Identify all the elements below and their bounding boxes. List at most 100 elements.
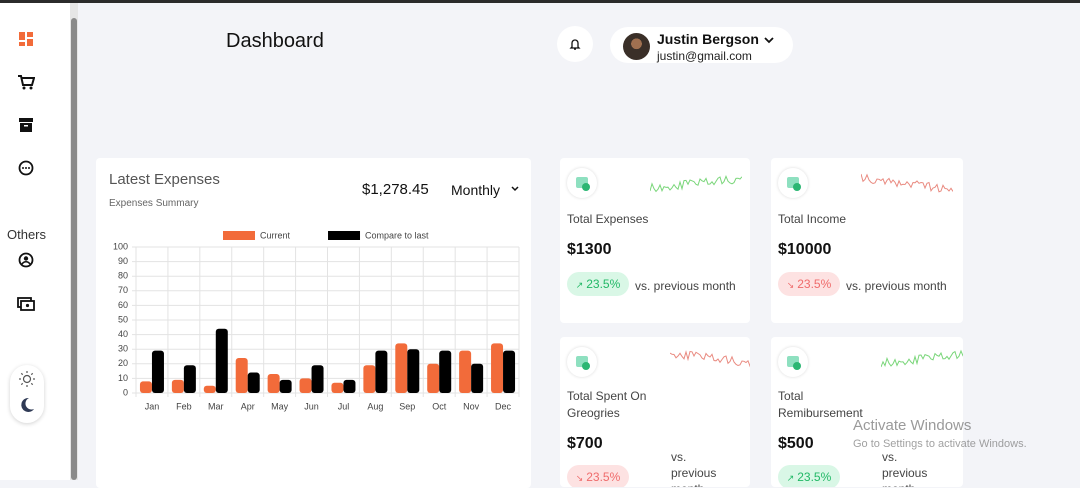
stat-card: Total Remibursement $500 ↗ 23.5% vs. previou… [771,337,963,487]
card-title: Latest Expenses [109,171,220,188]
bar [151,350,164,393]
x-tick-label: May [271,401,289,411]
sparkline-path [881,349,963,368]
chat-icon[interactable] [17,159,35,177]
bar [407,349,420,393]
y-tick-label: 80 [118,271,128,281]
sparkline [650,175,742,193]
x-tick-label: Jul [338,401,350,411]
bar [343,379,356,393]
card-subtitle: Expenses Summary [109,198,199,209]
bar [235,357,248,393]
page-title: Dashboard [226,30,324,52]
user-menu[interactable]: Justin Bergson justin@gmail.com [610,27,793,63]
y-tick-label: 0 [123,387,128,397]
chevron[interactable] [510,185,520,193]
scroll-thumb[interactable] [71,18,77,480]
stat-icon [778,347,808,377]
change-arrow: ↘ [786,280,795,290]
y-tick-label: 70 [118,285,128,295]
legend-label: Compare to last [365,230,429,240]
archive-icon[interactable] [17,116,35,134]
bar [139,381,152,393]
y-tick-label: 40 [118,329,128,339]
sun-icon[interactable] [18,370,36,388]
expenses-card: 0 10 20 30 40 50 60 70 80 90 100 Current Compare to … [96,158,531,488]
user-name: Justin Bergson [657,31,759,47]
legend-label: Current [260,230,291,240]
bar [491,343,504,393]
chart: 0 10 20 30 40 50 60 70 80 90 100 Current Compare to … [113,230,520,411]
y-tick-label: 10 [118,373,128,383]
y-tick-label: 60 [118,300,128,310]
icon-glyph [787,356,801,370]
bar [311,365,324,393]
change-arrow: ↗ [786,473,795,483]
bar [279,379,292,393]
y-tick-label: 30 [118,344,128,354]
x-tick-label: Oct [432,401,447,411]
stat-card: Total Income $10000 ↘ 23.5% vs. previous mon… [771,158,963,323]
change-badge: ↗ 23.5% [567,272,629,296]
period-select[interactable]: Monthly [451,182,501,198]
bell-icon [569,39,581,50]
sparkline [881,349,963,368]
profile-icon[interactable] [17,251,35,269]
avatar [623,33,650,60]
stat-value: $700 [567,435,603,452]
x-tick-label: Feb [176,401,192,411]
legend-swatch [328,231,361,240]
bar [471,363,484,393]
bar [503,350,516,393]
change-value: 23.5% [797,470,832,484]
user-email: justin@gmail.com [657,49,752,63]
stat-label: Total Remibursement [778,389,863,420]
stat-label: Total Spent On Greogries [567,389,647,420]
icon-glyph [787,177,801,191]
x-tick-label: Sep [399,401,415,411]
change-arrow: ↗ [575,280,584,290]
sparkline-path [670,350,750,368]
chevron[interactable] [763,35,775,45]
x-tick-label: Dec [495,401,512,411]
moon-icon[interactable] [18,396,36,414]
watermark-text: Go to Settings to activate Windows. [853,438,1027,450]
sparkline [861,173,953,193]
bar [171,379,184,393]
bar [363,365,376,393]
x-tick-label: Nov [463,401,480,411]
stat-icon [567,347,597,377]
total: $1,278.45 [362,181,429,198]
change-value: 23.5% [797,277,832,291]
icon-glyph [576,356,590,370]
bar [183,365,196,393]
stat-value: $1300 [567,241,612,258]
theme-toggle[interactable] [10,365,44,423]
comparison: vs. previous month [671,450,717,487]
bar [215,328,228,393]
stat-card: Total Spent On Greogries $700 ↘ 23.5% vs. pr… [560,337,750,487]
payments-icon[interactable] [17,294,35,312]
stat-label: Total Income [778,212,847,226]
y-tick-label: 100 [113,241,128,251]
icon-glyph [576,177,590,191]
bar [331,382,344,393]
change-badge: ↘ 23.5% [567,465,629,487]
x-tick-label: Aug [367,401,383,411]
sparkline [670,350,750,368]
change-badge: ↗ 23.5% [778,465,840,487]
y-tick-label: 50 [118,314,128,324]
comparison: vs. previous month [635,279,736,293]
x-tick-label: Mar [208,401,224,411]
stat-value: $10000 [778,241,832,258]
x-tick-label: Apr [241,401,255,411]
watermark-title: Activate Windows [853,417,972,434]
notification-button[interactable] [557,26,593,62]
x-tick-label: Jun [304,401,319,411]
top-border [0,0,1080,3]
sparkline-path [650,175,742,193]
stat-value: $500 [778,435,814,452]
dashboard-icon[interactable] [17,30,35,48]
cart-icon[interactable] [17,73,35,91]
bar [375,350,388,393]
